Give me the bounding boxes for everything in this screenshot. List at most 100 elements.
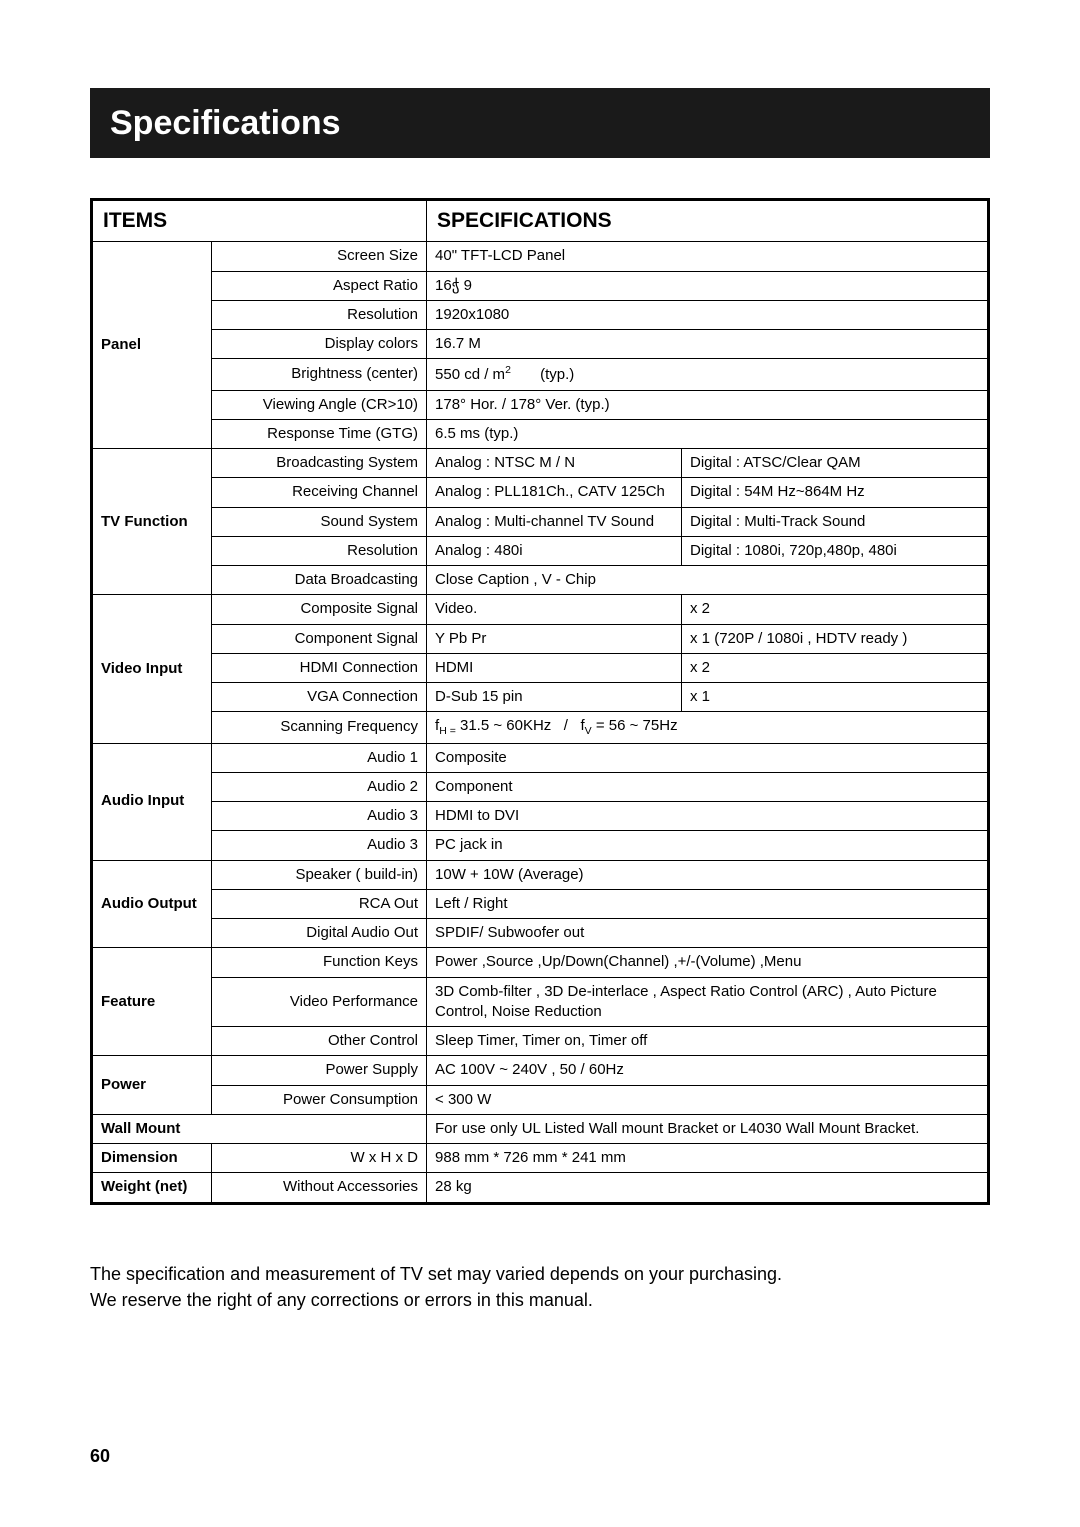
table-row: Component Signal Y Pb Pr x 1 (720P / 108…	[92, 624, 989, 653]
spec-value: 178° Hor. / 178° Ver. (typ.)	[427, 390, 989, 419]
spec-value: 10W + 10W (Average)	[427, 860, 989, 889]
spec-value: PC jack in	[427, 831, 989, 860]
table-row: Display colors 16.7 M	[92, 330, 989, 359]
category-audio-output: Audio Output	[92, 860, 212, 948]
spec-value: Video.	[427, 595, 682, 624]
table-row: Wall Mount For use only UL Listed Wall m…	[92, 1114, 989, 1143]
title-bar: Specifications	[90, 88, 990, 158]
table-row: Audio 3 PC jack in	[92, 831, 989, 860]
spec-label: Component Signal	[212, 624, 427, 653]
spec-value: Sleep Timer, Timer on, Timer off	[427, 1027, 989, 1056]
table-row: Viewing Angle (CR>10) 178° Hor. / 178° V…	[92, 390, 989, 419]
spec-label: Display colors	[212, 330, 427, 359]
spec-label: Power Consumption	[212, 1085, 427, 1114]
table-row: RCA Out Left / Right	[92, 889, 989, 918]
specifications-table: ITEMS SPECIFICATIONS Panel Screen Size 4…	[90, 198, 990, 1205]
table-row: Other Control Sleep Timer, Timer on, Tim…	[92, 1027, 989, 1056]
spec-value: x 1	[682, 683, 989, 712]
category-audio-input: Audio Input	[92, 743, 212, 860]
spec-label: Other Control	[212, 1027, 427, 1056]
page: Specifications ITEMS SPECIFICATIONS Pane…	[0, 0, 1080, 1527]
spec-value: AC 100V ~ 240V , 50 / 60Hz	[427, 1056, 989, 1085]
spec-value: 3D Comb-filter , 3D De-interlace , Aspec…	[427, 977, 989, 1027]
spec-value: HDMI to DVI	[427, 802, 989, 831]
spec-label: Audio 3	[212, 802, 427, 831]
spec-label: Audio 1	[212, 743, 427, 772]
spec-label: RCA Out	[212, 889, 427, 918]
spec-label: Without Accessories	[212, 1173, 427, 1203]
table-row: Power Consumption < 300 W	[92, 1085, 989, 1114]
table-row: Audio Input Audio 1 Composite	[92, 743, 989, 772]
table-row: Resolution Analog : 480i Digital : 1080i…	[92, 536, 989, 565]
spec-label: HDMI Connection	[212, 653, 427, 682]
spec-label: Resolution	[212, 536, 427, 565]
spec-label: Resolution	[212, 300, 427, 329]
spec-label: Composite Signal	[212, 595, 427, 624]
table-row: VGA Connection D-Sub 15 pin x 1	[92, 683, 989, 712]
spec-value: Component	[427, 772, 989, 801]
spec-label: Aspect Ratio	[212, 271, 427, 300]
spec-label: Scanning Frequency	[212, 712, 427, 743]
category-feature: Feature	[92, 948, 212, 1056]
category-tv-function: TV Function	[92, 449, 212, 595]
table-row: TV Function Broadcasting System Analog :…	[92, 449, 989, 478]
spec-value: Left / Right	[427, 889, 989, 918]
spec-label: W x H x D	[212, 1144, 427, 1173]
table-row: Receiving Channel Analog : PLL181Ch., CA…	[92, 478, 989, 507]
spec-value: Analog : PLL181Ch., CATV 125Ch	[427, 478, 682, 507]
table-row: Audio Output Speaker ( build-in) 10W + 1…	[92, 860, 989, 889]
spec-value: For use only UL Listed Wall mount Bracke…	[427, 1114, 989, 1143]
category-dimension: Dimension	[92, 1144, 212, 1173]
table-row: Response Time (GTG) 6.5 ms (typ.)	[92, 419, 989, 448]
spec-label: Digital Audio Out	[212, 919, 427, 948]
spec-value: Analog : Multi-channel TV Sound	[427, 507, 682, 536]
table-row: Scanning Frequency fH = 31.5 ~ 60KHz / f…	[92, 712, 989, 743]
table-header-row: ITEMS SPECIFICATIONS	[92, 200, 989, 242]
table-row: Dimension W x H x D 988 mm * 726 mm * 24…	[92, 1144, 989, 1173]
table-row: Feature Function Keys Power ,Source ,Up/…	[92, 948, 989, 977]
spec-label: Screen Size	[212, 242, 427, 271]
spec-label: Audio 2	[212, 772, 427, 801]
spec-value: Power ,Source ,Up/Down(Channel) ,+/-(Vol…	[427, 948, 989, 977]
spec-value: 988 mm * 726 mm * 241 mm	[427, 1144, 989, 1173]
category-panel: Panel	[92, 242, 212, 449]
spec-value: x 2	[682, 653, 989, 682]
table-row: Power Power Supply AC 100V ~ 240V , 50 /…	[92, 1056, 989, 1085]
spec-label: Viewing Angle (CR>10)	[212, 390, 427, 419]
page-number: 60	[90, 1446, 110, 1467]
column-header-items: ITEMS	[92, 200, 427, 242]
spec-value: 1920x1080	[427, 300, 989, 329]
category-weight: Weight (net)	[92, 1173, 212, 1203]
spec-value: x 2	[682, 595, 989, 624]
spec-label: Sound System	[212, 507, 427, 536]
column-header-specs: SPECIFICATIONS	[427, 200, 989, 242]
spec-value: Digital : Multi-Track Sound	[682, 507, 989, 536]
table-row: Resolution 1920x1080	[92, 300, 989, 329]
category-video-input: Video Input	[92, 595, 212, 743]
spec-value: Digital : ATSC/Clear QAM	[682, 449, 989, 478]
spec-label: Power Supply	[212, 1056, 427, 1085]
spec-label: Function Keys	[212, 948, 427, 977]
spec-value: HDMI	[427, 653, 682, 682]
spec-label: VGA Connection	[212, 683, 427, 712]
spec-value: Close Caption , V - Chip	[427, 566, 989, 595]
spec-value: 16.7 M	[427, 330, 989, 359]
table-row: Video Input Composite Signal Video. x 2	[92, 595, 989, 624]
table-row: Brightness (center) 550 cd / m2 (typ.)	[92, 359, 989, 390]
spec-label: Data Broadcasting	[212, 566, 427, 595]
table-row: Data Broadcasting Close Caption , V - Ch…	[92, 566, 989, 595]
table-row: Audio 3 HDMI to DVI	[92, 802, 989, 831]
table-row: Weight (net) Without Accessories 28 kg	[92, 1173, 989, 1203]
spec-label: Response Time (GTG)	[212, 419, 427, 448]
spec-label: Video Performance	[212, 977, 427, 1027]
spec-value: 16ჭ 9	[427, 271, 989, 300]
table-row: Sound System Analog : Multi-channel TV S…	[92, 507, 989, 536]
table-row: Video Performance 3D Comb-filter , 3D De…	[92, 977, 989, 1027]
table-row: HDMI Connection HDMI x 2	[92, 653, 989, 682]
spec-value: x 1 (720P / 1080i , HDTV ready )	[682, 624, 989, 653]
spec-value: 550 cd / m2 (typ.)	[427, 359, 989, 390]
spec-value: 6.5 ms (typ.)	[427, 419, 989, 448]
spec-value: Composite	[427, 743, 989, 772]
spec-value: fH = 31.5 ~ 60KHz / fV = 56 ~ 75Hz	[427, 712, 989, 743]
footnote: The specification and measurement of TV …	[90, 1261, 990, 1313]
